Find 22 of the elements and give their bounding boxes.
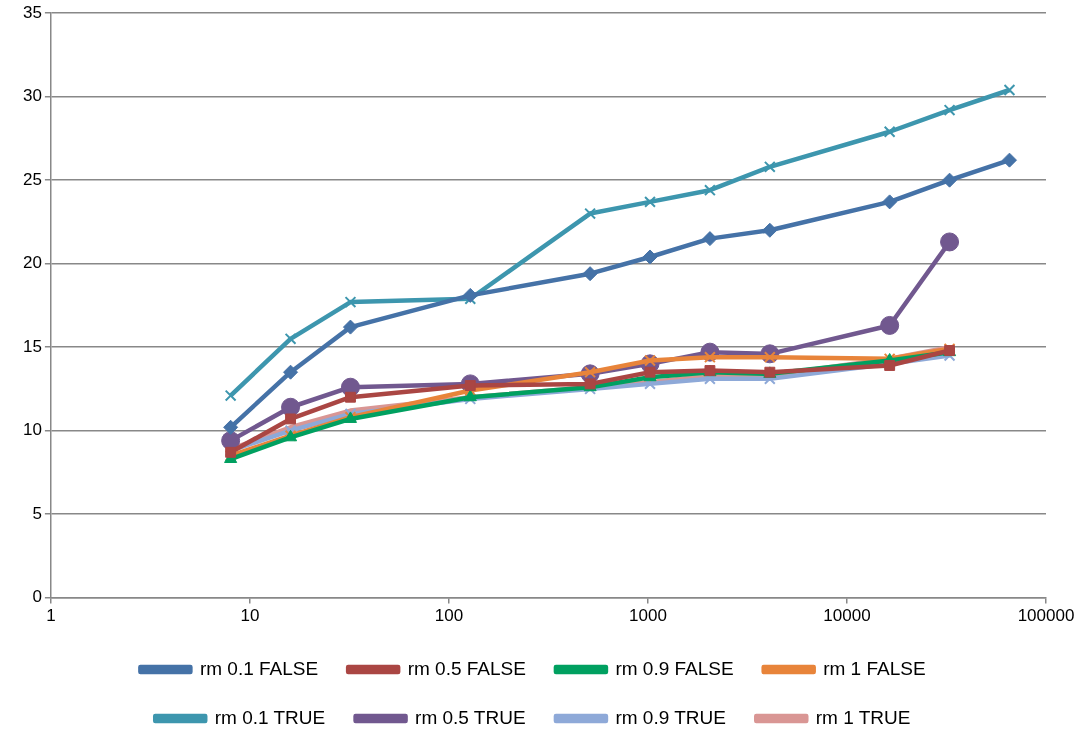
x-tick-label: 100	[434, 606, 464, 626]
y-tick-label: 30	[22, 86, 42, 106]
y-tick-label: 35	[22, 2, 42, 22]
y-tick-label: 0	[32, 587, 42, 607]
legend-label: rm 0.9 FALSE	[615, 657, 734, 679]
legend-label: rm 1 TRUE	[815, 706, 911, 728]
x-tick-label: 10	[240, 606, 260, 626]
x-tick-label: 1	[46, 606, 56, 626]
y-tick-label: 15	[22, 336, 42, 356]
y-tick-label: 5	[32, 503, 42, 523]
legend-label: rm 1 FALSE	[823, 657, 926, 679]
legend-label: rm 0.1 TRUE	[214, 706, 326, 728]
legend-label: rm 0.5 TRUE	[415, 706, 526, 728]
x-tick-label: 10000	[823, 606, 871, 626]
y-tick-label: 25	[22, 169, 42, 189]
legend-label: rm 0.9 TRUE	[615, 706, 726, 728]
x-tick-label: 1000	[629, 606, 667, 626]
y-tick-label: 20	[22, 253, 42, 273]
x-tick-label: 100000	[1017, 606, 1075, 626]
legend-label: rm 0.1 FALSE	[199, 657, 319, 679]
legend-label: rm 0.5 FALSE	[407, 657, 526, 679]
y-tick-label: 10	[22, 420, 42, 440]
